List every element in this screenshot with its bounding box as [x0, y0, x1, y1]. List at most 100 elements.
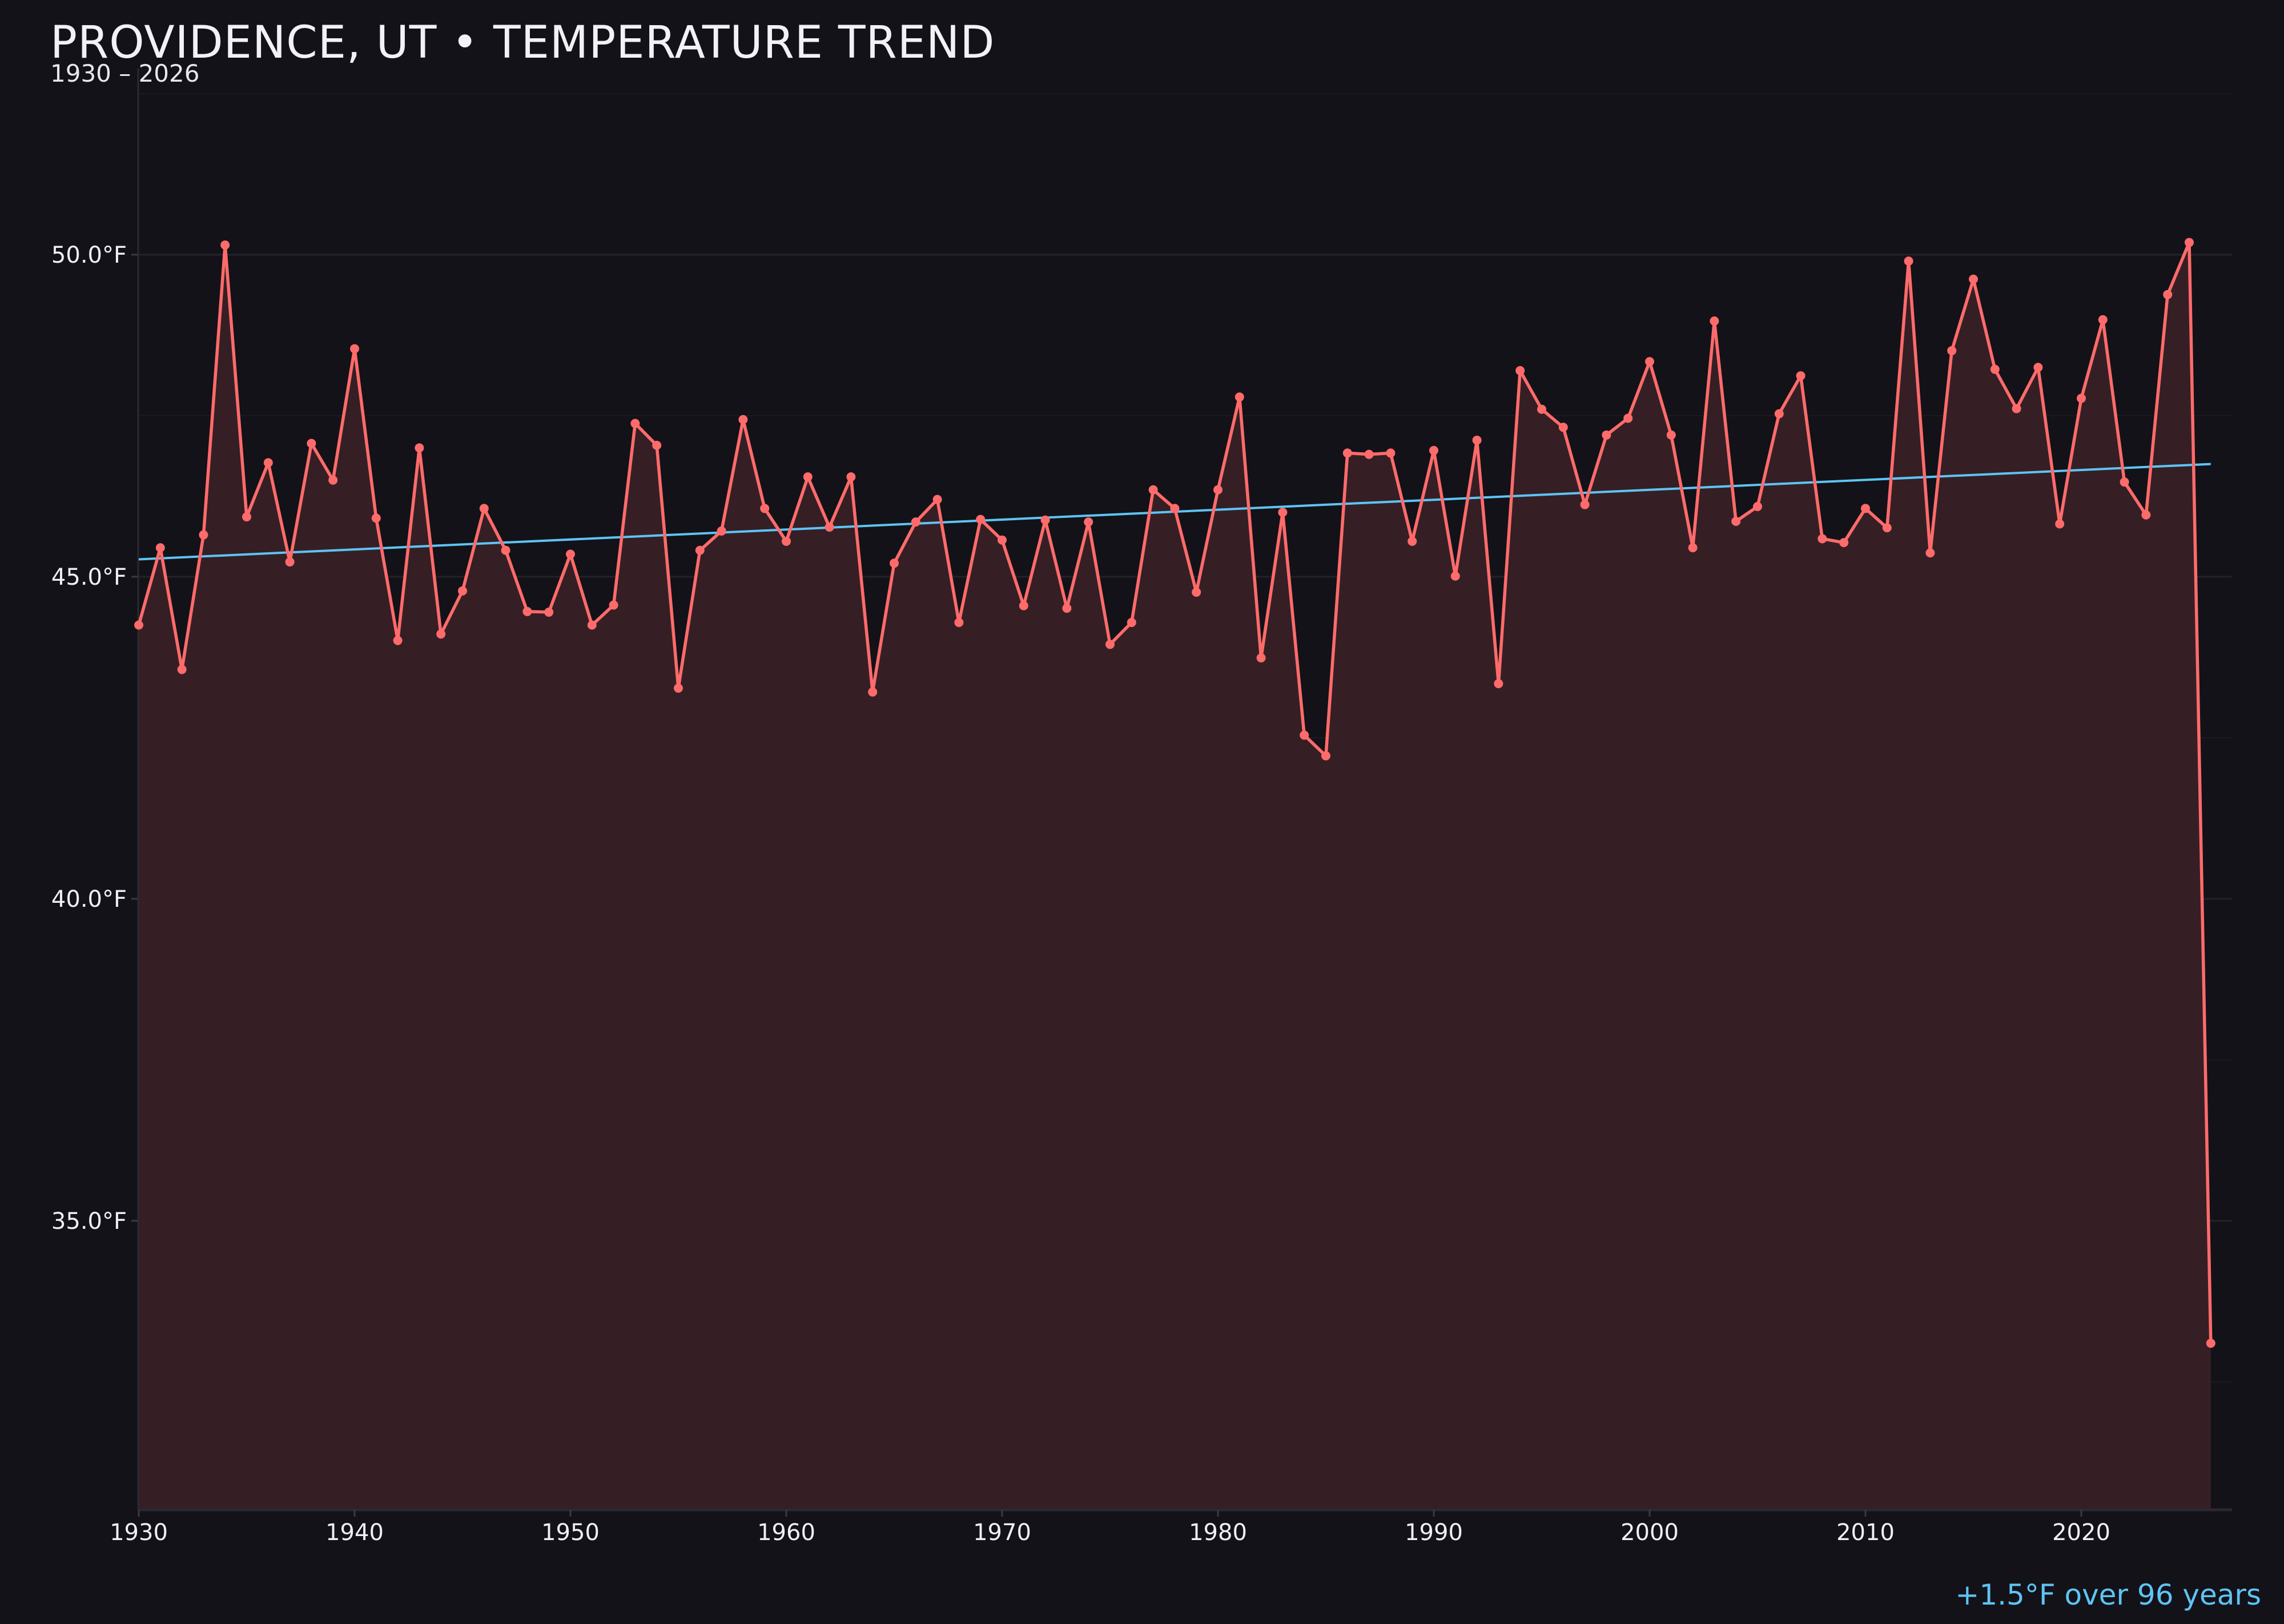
- temperature-area-fill: [139, 242, 2211, 1510]
- data-point: [1839, 538, 1849, 548]
- data-point: [1148, 485, 1158, 495]
- data-point: [1494, 679, 1503, 689]
- data-point: [868, 687, 878, 697]
- data-point: [328, 475, 338, 485]
- data-point: [1753, 502, 1762, 512]
- y-tick-label: 40.0°F: [51, 886, 127, 913]
- data-point: [1623, 413, 1633, 423]
- data-point: [1192, 588, 1201, 597]
- data-point: [220, 240, 230, 250]
- x-axis-ticks: 1930 1940 1950 1960 1970 1980 1990 2000 2010 2020: [110, 1510, 2110, 1546]
- data-point: [1602, 430, 1611, 440]
- data-point: [1127, 618, 1136, 628]
- data-point: [2033, 363, 2043, 372]
- data-point: [436, 629, 446, 639]
- data-point: [393, 636, 403, 645]
- data-point: [566, 549, 575, 559]
- data-point: [1710, 316, 1719, 326]
- x-tick-label: 2000: [1620, 1520, 1679, 1546]
- data-point: [976, 514, 986, 524]
- data-point: [1235, 392, 1244, 402]
- data-point: [782, 536, 791, 546]
- data-point: [932, 495, 942, 504]
- data-point: [1472, 435, 1482, 445]
- data-point: [695, 545, 705, 555]
- data-point: [911, 517, 920, 527]
- data-point: [825, 522, 834, 532]
- data-point: [652, 440, 662, 450]
- data-point: [1817, 534, 1827, 544]
- data-point: [2077, 393, 2086, 403]
- x-tick-label: 1930: [110, 1520, 168, 1546]
- data-points: [134, 238, 2215, 1348]
- y-tick-label: 50.0°F: [51, 242, 127, 268]
- data-point: [1731, 516, 1741, 526]
- data-point: [1796, 371, 1806, 381]
- x-tick-label: 1950: [541, 1520, 600, 1546]
- data-point: [1990, 364, 2000, 374]
- data-point: [415, 443, 424, 453]
- data-point: [2185, 238, 2194, 247]
- data-point: [738, 415, 748, 424]
- data-point: [1904, 256, 1913, 266]
- data-point: [1666, 430, 1676, 440]
- x-tick-label: 1960: [757, 1520, 815, 1546]
- data-point: [307, 439, 316, 448]
- data-point: [1364, 449, 1374, 459]
- data-point: [954, 618, 964, 628]
- data-point: [1774, 409, 1784, 419]
- x-tick-label: 2020: [2052, 1520, 2110, 1546]
- data-point: [760, 504, 770, 513]
- data-point: [350, 344, 359, 353]
- data-point: [1084, 517, 1093, 527]
- data-point: [674, 684, 683, 693]
- data-point: [479, 504, 489, 513]
- data-point: [1925, 548, 1935, 558]
- data-point: [371, 513, 381, 523]
- y-tick-label: 35.0°F: [51, 1208, 127, 1235]
- data-point: [1342, 448, 1352, 458]
- data-point: [1278, 508, 1288, 517]
- data-point: [2163, 290, 2173, 299]
- trend-annotation: +1.5°F over 96 years: [1955, 1578, 2261, 1611]
- data-point: [2055, 519, 2065, 529]
- x-tick-label: 1990: [1405, 1520, 1463, 1546]
- x-tick-label: 1940: [325, 1520, 384, 1546]
- x-tick-label: 1980: [1189, 1520, 1247, 1546]
- y-tick-label: 45.0°F: [51, 564, 127, 590]
- x-tick-label: 2010: [1836, 1520, 1895, 1546]
- data-point: [1861, 504, 1870, 513]
- data-point: [803, 472, 813, 482]
- data-point: [1213, 485, 1223, 495]
- x-tick-label: 1970: [973, 1520, 1031, 1546]
- data-point: [1537, 404, 1546, 414]
- data-point: [1321, 751, 1330, 761]
- data-point: [717, 526, 726, 536]
- data-point: [1515, 366, 1525, 376]
- data-point: [1105, 640, 1115, 649]
- data-point: [2012, 404, 2021, 413]
- data-point: [1947, 346, 1957, 356]
- data-point: [544, 608, 554, 617]
- data-point: [846, 472, 856, 482]
- data-point: [458, 586, 467, 596]
- data-point: [155, 543, 165, 553]
- data-point: [2141, 510, 2151, 520]
- data-point: [263, 458, 273, 468]
- data-point: [177, 665, 187, 674]
- data-point: [1688, 543, 1698, 553]
- data-point: [630, 419, 640, 428]
- data-point: [587, 620, 597, 630]
- data-point: [1062, 604, 1072, 613]
- data-point: [1170, 504, 1180, 513]
- data-point: [242, 512, 251, 522]
- data-point: [1256, 653, 1266, 663]
- data-point: [1580, 500, 1590, 509]
- data-point: [1429, 445, 1438, 455]
- data-point: [1969, 274, 1978, 284]
- data-point: [1408, 536, 1417, 546]
- data-point: [1040, 515, 1050, 525]
- data-point: [1300, 730, 1309, 740]
- data-point: [522, 606, 532, 616]
- data-point: [2098, 315, 2108, 324]
